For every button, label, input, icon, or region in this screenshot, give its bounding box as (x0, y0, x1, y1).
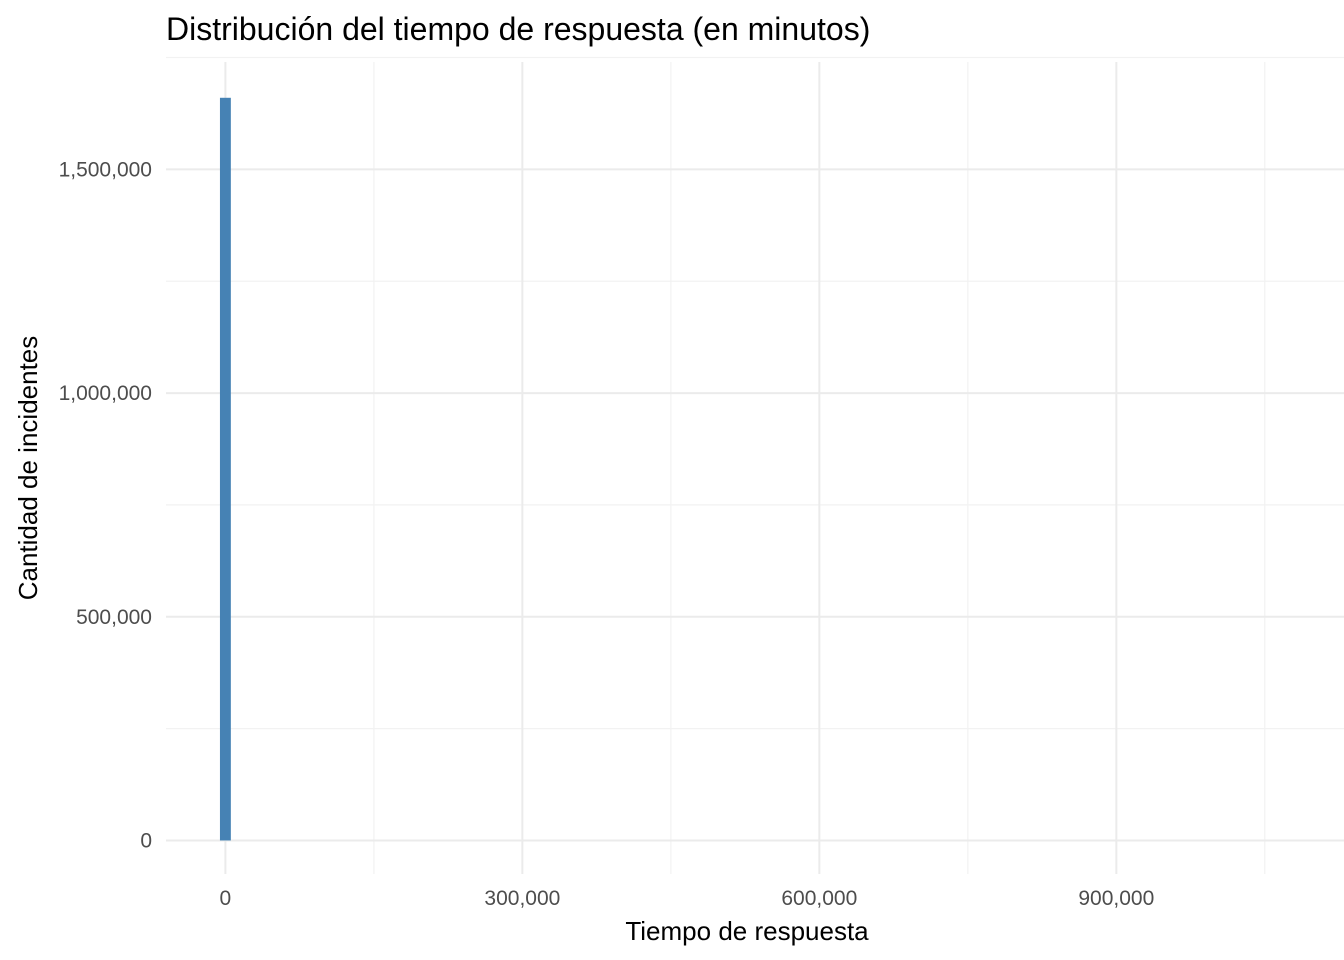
y-tick-labels: 0 500,000 1,000,000 1,500,000 (59, 158, 152, 852)
minor-gridlines (166, 56, 1344, 874)
y-tick-label-0: 0 (140, 829, 152, 852)
y-tick-label-2: 1,000,000 (59, 382, 152, 405)
y-axis-title: Cantidad de incidentes (13, 336, 43, 601)
histogram-bar-0 (219, 97, 231, 841)
histogram-bars (219, 97, 231, 841)
y-tick-label-1: 500,000 (76, 606, 152, 629)
y-tick-label-3: 1,500,000 (59, 158, 152, 181)
x-tick-label-0: 0 (220, 887, 232, 910)
x-tick-label-2: 600,000 (781, 887, 857, 910)
x-axis-title: Tiempo de respuesta (625, 916, 869, 946)
major-gridlines (166, 62, 1344, 874)
chart-title: Distribución del tiempo de respuesta (en… (166, 11, 870, 47)
x-tick-label-3: 900,000 (1078, 887, 1154, 910)
x-tick-labels: 0 300,000 600,000 900,000 (220, 887, 1155, 910)
x-tick-label-1: 300,000 (484, 887, 560, 910)
